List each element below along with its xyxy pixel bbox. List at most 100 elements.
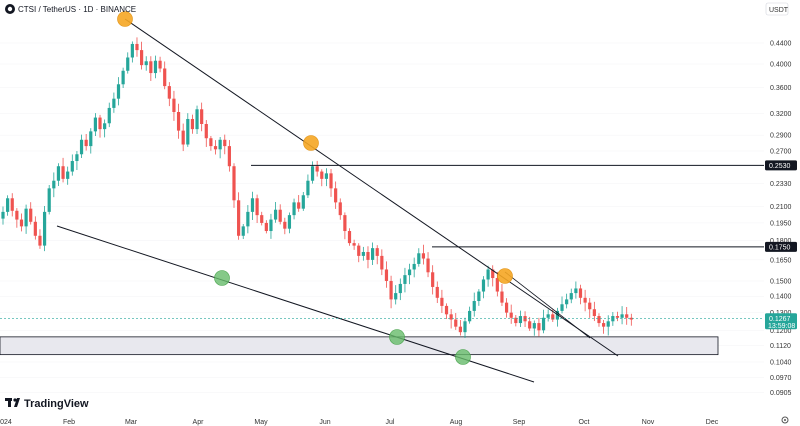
x-tick-label: Apr (193, 419, 205, 426)
x-tick-label: Aug (450, 419, 463, 426)
y-tick-label: 0.2700 (770, 148, 792, 155)
candle-body (458, 326, 462, 333)
candle-body (116, 84, 121, 99)
y-tick-label: 0.1400 (770, 294, 792, 301)
x-tick-label: Dec (706, 419, 719, 426)
orange-marker (303, 135, 319, 151)
candle-body (343, 215, 347, 232)
candle-body (250, 198, 255, 212)
candle-body (417, 253, 421, 264)
candle-body (357, 245, 361, 256)
candle-body (588, 302, 592, 310)
y-tick-label: 0.0905 (770, 390, 792, 397)
orange-marker (497, 268, 513, 284)
candle-body (10, 198, 14, 211)
candle-body (555, 310, 559, 320)
candle-body (167, 86, 171, 99)
candle-body (269, 219, 273, 232)
price-axis-panel (764, 0, 800, 426)
logo-text: TradingView (24, 398, 89, 410)
candle-body (61, 166, 65, 179)
candle-body (574, 288, 578, 294)
candle-body (407, 269, 412, 276)
candle-body (620, 314, 624, 318)
candle-body (329, 173, 333, 189)
candle-body (153, 60, 158, 74)
candle-body (615, 316, 620, 318)
candle-body (366, 251, 370, 260)
candle-body (19, 219, 24, 227)
descending-trendline[interactable] (124, 18, 619, 357)
candle-body (130, 43, 134, 58)
candle-body (426, 258, 430, 273)
candle-body (149, 61, 153, 74)
candle-body (537, 323, 541, 331)
candle-body (495, 278, 499, 292)
support-trendline[interactable] (56, 225, 535, 383)
currency-label: USDT (769, 7, 789, 14)
y-tick-label: 0.1040 (770, 359, 792, 366)
candle-body (66, 171, 70, 179)
y-tick-label: 0.3600 (770, 85, 792, 92)
candle-body (444, 305, 449, 315)
candle-body (200, 109, 204, 125)
candle-body (163, 68, 167, 87)
candle-body (324, 173, 328, 179)
candle-body (112, 98, 116, 108)
candle-body (421, 253, 426, 259)
level-tag-0.1750: 0.1750 (769, 244, 791, 251)
candle-body (486, 269, 490, 280)
candle-body (103, 123, 107, 130)
candles (1, 37, 633, 338)
candle-body (140, 50, 144, 66)
green-marker (214, 270, 230, 286)
candle-body (463, 321, 467, 333)
candle-body (306, 180, 310, 196)
candle-body (273, 209, 278, 220)
candle-body (518, 316, 523, 324)
level-tag-0.2530-bg (765, 160, 797, 171)
candle-body (158, 60, 162, 69)
chart-header: CTSI / TetherUS · 1D · BINANCE (5, 4, 136, 14)
candle-body (583, 297, 587, 303)
x-tick-label: 2024 (0, 419, 12, 426)
candle-body (532, 323, 536, 329)
candle-body (384, 269, 389, 281)
level-tag-0.1750-bg (765, 241, 797, 252)
candle-body (569, 293, 573, 300)
candle-body (93, 117, 97, 132)
candle-body (560, 304, 564, 311)
short-trendline[interactable] (504, 271, 591, 339)
candle-body (546, 314, 550, 318)
settings-icon[interactable] (781, 416, 789, 424)
candle-body (375, 248, 379, 256)
x-tick-label: Oct (579, 419, 590, 426)
candle-body (398, 283, 402, 294)
y-tick-label: 0.2330 (770, 181, 792, 188)
current-price-tag-bg (765, 313, 797, 330)
current-price-tag: 0.1267 (769, 316, 791, 323)
candle-body (70, 161, 74, 172)
candle-body (121, 70, 125, 85)
currency-selector[interactable]: USDT (765, 2, 789, 16)
candle-body (204, 124, 208, 139)
time-axis[interactable]: 2024 Feb Mar Apr May Jun Jul Aug Sep Oct Nov Dec (0, 419, 719, 426)
candle-body (310, 166, 315, 181)
candle-body (24, 208, 28, 227)
candle-body (297, 202, 301, 209)
candle-body (223, 139, 227, 147)
candle-body (190, 118, 195, 130)
candle-body (209, 138, 213, 147)
candle-body (389, 280, 393, 300)
candle-body (412, 263, 416, 270)
candle-body (237, 200, 241, 236)
candle-body (176, 112, 181, 131)
candle-body (218, 139, 222, 150)
candle-body (15, 210, 19, 220)
candle-body (509, 312, 513, 318)
candle-body (227, 146, 231, 167)
candle-body (523, 316, 527, 322)
demand-zone (0, 336, 719, 356)
x-tick-label: Jul (386, 419, 395, 426)
